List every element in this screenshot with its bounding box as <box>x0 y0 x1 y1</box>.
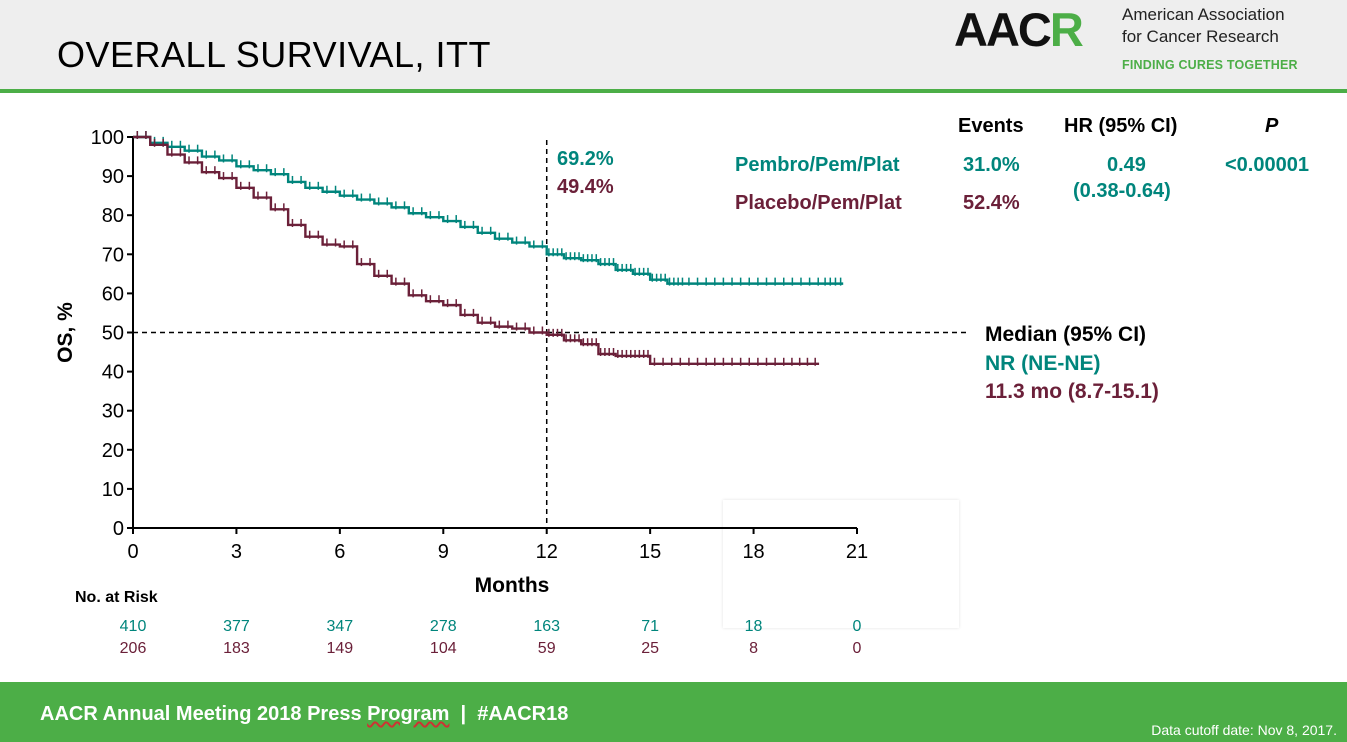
at-risk-pembro-cell: 377 <box>223 618 250 635</box>
at-risk-pembro-cell: 0 <box>852 618 862 635</box>
header-band <box>0 0 1347 89</box>
logo-mark-r: R <box>1049 3 1084 56</box>
x-tick-label: 12 <box>536 541 558 563</box>
y-tick-label: 40 <box>102 362 124 384</box>
y-tick-label: 20 <box>102 440 124 462</box>
arm-label-pembro: Pembro/Pem/Plat <box>735 154 900 176</box>
p-value: <0.00001 <box>1225 154 1309 176</box>
y-tick-label: 30 <box>102 401 124 423</box>
y-tick-label: 90 <box>102 166 124 188</box>
x-tick-label: 21 <box>846 541 868 563</box>
footer-text-main: AACR Annual Meeting 2018 Press <box>40 703 368 725</box>
at-risk-placebo-cell: 183 <box>223 640 250 657</box>
events-placebo: 52.4% <box>963 192 1020 214</box>
at-risk-placebo-cell: 8 <box>749 640 759 657</box>
at-risk-pembro-cell: 163 <box>533 618 561 635</box>
logo-tagline: FINDING CURES TOGETHER <box>1122 58 1298 72</box>
aacr-logo: AACR <box>954 2 1084 57</box>
x-axis-title: Months <box>475 574 550 597</box>
table-header-hr: HR (95% CI) <box>1064 115 1178 137</box>
at-risk-label: No. at Risk <box>75 589 158 606</box>
y-tick-label: 10 <box>102 479 124 501</box>
logo-org-line2: for Cancer Research <box>1122 27 1279 46</box>
at-risk-placebo-cell: 104 <box>429 640 457 657</box>
table-header-p: P <box>1265 115 1279 137</box>
landmark-12mo-placebo: 49.4% <box>557 176 614 198</box>
x-tick-label: 6 <box>334 541 345 563</box>
logo-mark-text: AAC <box>954 3 1052 56</box>
median-placebo: 11.3 mo (8.7-15.1) <box>985 380 1159 403</box>
logo-org-line1: American Association <box>1122 5 1285 24</box>
x-tick-label: 3 <box>231 541 242 563</box>
x-tick-label: 18 <box>742 541 764 563</box>
km-curve-placebo <box>133 135 820 365</box>
arm-label-placebo: Placebo/Pem/Plat <box>735 192 902 214</box>
hr-ci: (0.38-0.64) <box>1073 180 1171 202</box>
hr-value: 0.49 <box>1107 154 1146 176</box>
y-tick-label: 0 <box>113 518 124 540</box>
landmark-12mo-pembro: 69.2% <box>557 148 614 170</box>
overlay-box <box>723 500 959 628</box>
at-risk-pembro-cell: 71 <box>641 618 660 635</box>
at-risk-placebo-cell: 206 <box>119 640 147 657</box>
y-tick-label: 80 <box>102 205 124 227</box>
median-heading: Median (95% CI) <box>985 323 1147 346</box>
at-risk-placebo-cell: 25 <box>641 640 660 657</box>
y-axis-title: OS, % <box>54 302 77 363</box>
table-header-events: Events <box>958 115 1024 137</box>
x-tick-label: 0 <box>127 541 138 563</box>
y-tick-label: 60 <box>102 283 124 305</box>
footer-text-underlined: Program <box>367 703 450 725</box>
at-risk-placebo-cell: 0 <box>852 640 862 657</box>
at-risk-pembro-cell: 410 <box>119 618 147 635</box>
at-risk-placebo-cell: 59 <box>537 640 556 657</box>
slide-title: OVERALL SURVIVAL, ITT <box>57 34 491 75</box>
y-tick-label: 50 <box>102 323 124 345</box>
x-tick-label: 15 <box>639 541 661 563</box>
at-risk-pembro-cell: 278 <box>429 618 457 635</box>
median-pembro: NR (NE-NE) <box>985 352 1101 375</box>
data-cutoff-note: Data cutoff date: Nov 8, 2017. <box>1151 722 1337 738</box>
x-tick-label: 9 <box>438 541 449 563</box>
events-pembro: 31.0% <box>963 154 1020 176</box>
y-tick-label: 100 <box>91 127 124 149</box>
footer-text-tail: | #AACR18 <box>449 703 569 725</box>
at-risk-pembro-cell: 347 <box>326 618 354 635</box>
y-tick-label: 70 <box>102 244 124 266</box>
footer-band: AACR Annual Meeting 2018 Press Program |… <box>0 682 1347 742</box>
header-rule <box>0 89 1347 93</box>
at-risk-pembro-cell: 18 <box>744 618 763 635</box>
at-risk-placebo-cell: 149 <box>326 640 354 657</box>
footer-text: AACR Annual Meeting 2018 Press Program |… <box>40 703 568 726</box>
